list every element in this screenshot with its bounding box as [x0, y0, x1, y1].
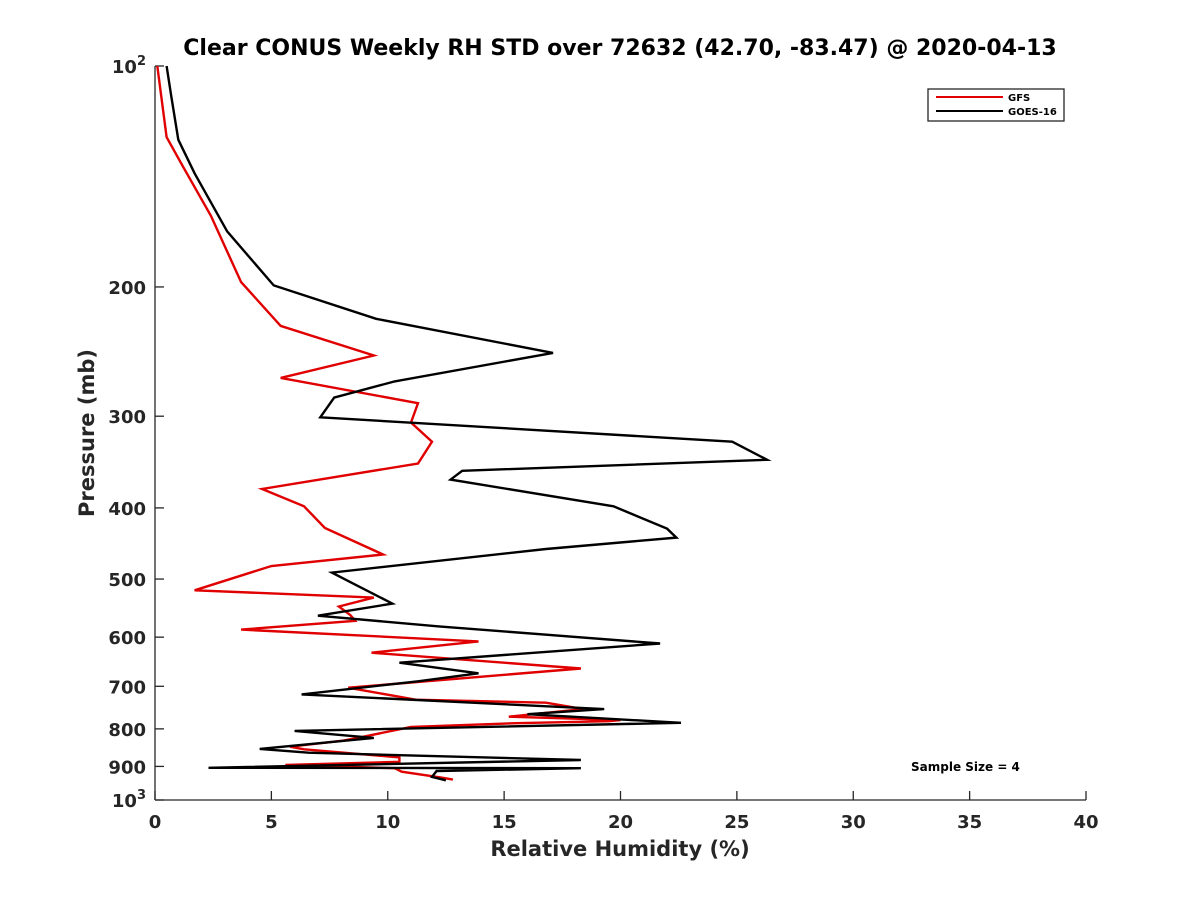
y-tick-label: 102: [112, 54, 146, 78]
y-tick-label: 500: [108, 570, 146, 591]
series-line-gfs: [156, 65, 621, 781]
series-line-goes16: [165, 65, 772, 782]
x-tick-label: 5: [265, 812, 278, 833]
y-axis-label: Pressure (mb): [75, 349, 99, 517]
chart-title: Clear CONUS Weekly RH STD over 72632 (42…: [183, 36, 1056, 61]
legend-label-goes16: GOES-16: [1008, 107, 1057, 118]
y-axis-ticks: 102 200 300 400 500 600 700 800 900 103: [108, 54, 164, 812]
sample-size-annotation: Sample Size = 4: [911, 760, 1020, 774]
x-tick-label: 35: [957, 812, 982, 833]
x-tick-label: 10: [375, 812, 400, 833]
legend-box: [927, 88, 1065, 122]
legend: GFS GOES-16: [927, 88, 1065, 122]
y-tick-label: 700: [108, 677, 146, 698]
x-tick-label: 15: [492, 812, 517, 833]
x-tick-label: 20: [608, 812, 633, 833]
y-tick-label: 600: [108, 628, 146, 649]
x-tick-label: 25: [724, 812, 749, 833]
y-tick-label: 103: [112, 788, 146, 812]
y-tick-label: 300: [108, 407, 146, 428]
y-tick-label: 200: [108, 278, 146, 299]
x-axis-label: Relative Humidity (%): [490, 837, 749, 861]
y-tick-label: 400: [108, 499, 146, 520]
x-tick-label: 30: [841, 812, 866, 833]
y-tick-label: 900: [108, 757, 146, 778]
x-axis-ticks: 0 5 10 15 20 25 30 35 40: [149, 791, 1099, 833]
x-tick-label: 0: [149, 812, 162, 833]
x-tick-label: 40: [1073, 812, 1098, 833]
data-series: [156, 65, 772, 782]
legend-label-gfs: GFS: [1008, 93, 1030, 104]
y-tick-label: 800: [108, 720, 146, 741]
